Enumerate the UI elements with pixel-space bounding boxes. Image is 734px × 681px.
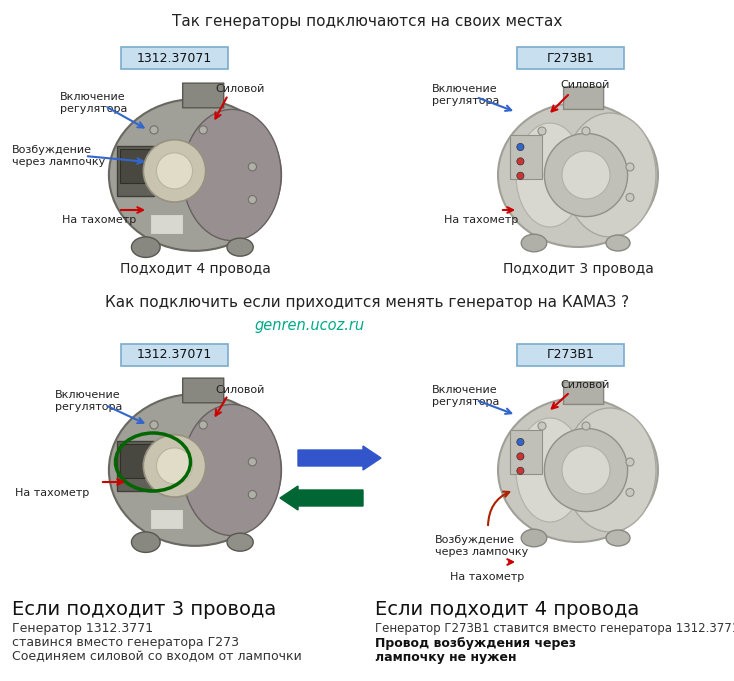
Text: Силовой: Силовой <box>215 84 264 94</box>
Circle shape <box>562 151 610 199</box>
Text: Силовой: Силовой <box>215 385 264 395</box>
FancyBboxPatch shape <box>183 378 224 402</box>
FancyBboxPatch shape <box>517 344 624 366</box>
FancyBboxPatch shape <box>510 135 542 179</box>
Text: Если подходит 4 провода: Если подходит 4 провода <box>375 600 639 619</box>
FancyBboxPatch shape <box>517 47 624 69</box>
Circle shape <box>626 458 634 466</box>
Ellipse shape <box>109 394 281 546</box>
Ellipse shape <box>521 529 547 547</box>
Text: Генератор 1312.3771: Генератор 1312.3771 <box>12 622 153 635</box>
FancyBboxPatch shape <box>120 148 150 183</box>
FancyBboxPatch shape <box>117 441 154 490</box>
Circle shape <box>150 421 158 429</box>
Circle shape <box>143 434 206 497</box>
Text: Подходит 4 провода: Подходит 4 провода <box>120 262 270 276</box>
Circle shape <box>517 467 524 475</box>
Circle shape <box>517 439 524 445</box>
Circle shape <box>248 163 256 171</box>
Circle shape <box>143 140 206 202</box>
Text: Включение
регулятора: Включение регулятора <box>60 92 128 114</box>
Circle shape <box>150 126 158 134</box>
FancyBboxPatch shape <box>183 83 224 108</box>
FancyBboxPatch shape <box>117 146 154 195</box>
Circle shape <box>626 193 634 202</box>
Circle shape <box>626 488 634 496</box>
Ellipse shape <box>183 110 281 240</box>
Text: Г273В1: Г273В1 <box>547 349 595 362</box>
Ellipse shape <box>564 113 656 237</box>
Text: Если подходит 3 провода: Если подходит 3 провода <box>12 600 276 619</box>
Text: 1312.37071: 1312.37071 <box>137 349 212 362</box>
Ellipse shape <box>516 418 584 522</box>
Circle shape <box>538 422 546 430</box>
Text: На тахометр: На тахометр <box>15 488 90 498</box>
Text: Силовой: Силовой <box>560 80 609 90</box>
Text: На тахометр: На тахометр <box>62 215 137 225</box>
Text: Включение
регулятора: Включение регулятора <box>432 385 499 407</box>
FancyBboxPatch shape <box>510 430 542 474</box>
Ellipse shape <box>521 234 547 252</box>
Circle shape <box>545 428 628 511</box>
Text: 1312.37071: 1312.37071 <box>137 52 212 65</box>
Text: На тахометр: На тахометр <box>450 572 524 582</box>
Text: Включение
регулятора: Включение регулятора <box>432 84 499 106</box>
Text: Г273В1: Г273В1 <box>547 52 595 65</box>
Text: лампочку не нужен: лампочку не нужен <box>375 651 517 664</box>
Text: ставинся вместо генератора Г273: ставинся вместо генератора Г273 <box>12 636 239 649</box>
Ellipse shape <box>498 398 658 542</box>
Text: Подходит 3 провода: Подходит 3 провода <box>503 262 653 276</box>
Text: Включение
регулятора: Включение регулятора <box>55 390 123 411</box>
Circle shape <box>156 448 192 484</box>
Circle shape <box>199 126 207 134</box>
Circle shape <box>582 422 590 430</box>
Text: Так генераторы подключаются на своих местах: Так генераторы подключаются на своих мес… <box>172 14 562 29</box>
Ellipse shape <box>606 530 630 546</box>
FancyBboxPatch shape <box>121 344 228 366</box>
Circle shape <box>517 172 524 179</box>
Circle shape <box>248 195 256 204</box>
FancyBboxPatch shape <box>564 87 603 110</box>
Text: Возбуждение
через лампочку: Возбуждение через лампочку <box>435 535 528 556</box>
Circle shape <box>199 421 207 429</box>
Text: Генератор Г273В1 ставится вместо генератора 1312.3771: Генератор Г273В1 ставится вместо генерат… <box>375 622 734 635</box>
Circle shape <box>248 458 256 466</box>
FancyBboxPatch shape <box>150 214 183 234</box>
Text: Силовой: Силовой <box>560 380 609 390</box>
Circle shape <box>582 127 590 135</box>
Ellipse shape <box>498 103 658 247</box>
Circle shape <box>517 144 524 151</box>
Circle shape <box>538 127 546 135</box>
Text: На тахометр: На тахометр <box>444 215 518 225</box>
Text: Возбуждение
через лампочку: Возбуждение через лампочку <box>12 145 105 167</box>
Circle shape <box>517 453 524 460</box>
FancyArrow shape <box>280 486 363 510</box>
Ellipse shape <box>516 123 584 227</box>
FancyArrow shape <box>298 446 381 470</box>
Ellipse shape <box>227 238 253 256</box>
FancyBboxPatch shape <box>120 444 150 478</box>
Ellipse shape <box>131 237 160 257</box>
Ellipse shape <box>109 99 281 251</box>
Circle shape <box>626 163 634 171</box>
Circle shape <box>248 490 256 498</box>
FancyBboxPatch shape <box>564 382 603 405</box>
Text: Провод возбуждения через: Провод возбуждения через <box>375 637 576 650</box>
FancyBboxPatch shape <box>121 47 228 69</box>
Circle shape <box>562 446 610 494</box>
Text: genren.ucoz.ru: genren.ucoz.ru <box>255 318 365 333</box>
Circle shape <box>156 153 192 189</box>
Circle shape <box>545 133 628 217</box>
Ellipse shape <box>606 235 630 251</box>
Text: Соединяем силовой со входом от лампочки: Соединяем силовой со входом от лампочки <box>12 650 302 663</box>
Ellipse shape <box>183 405 281 535</box>
FancyBboxPatch shape <box>150 509 183 529</box>
Ellipse shape <box>227 533 253 551</box>
Text: Как подключить если приходится менять генератор на КАМАЗ ?: Как подключить если приходится менять ге… <box>105 295 629 310</box>
Circle shape <box>517 158 524 165</box>
Ellipse shape <box>131 532 160 552</box>
Ellipse shape <box>564 408 656 532</box>
